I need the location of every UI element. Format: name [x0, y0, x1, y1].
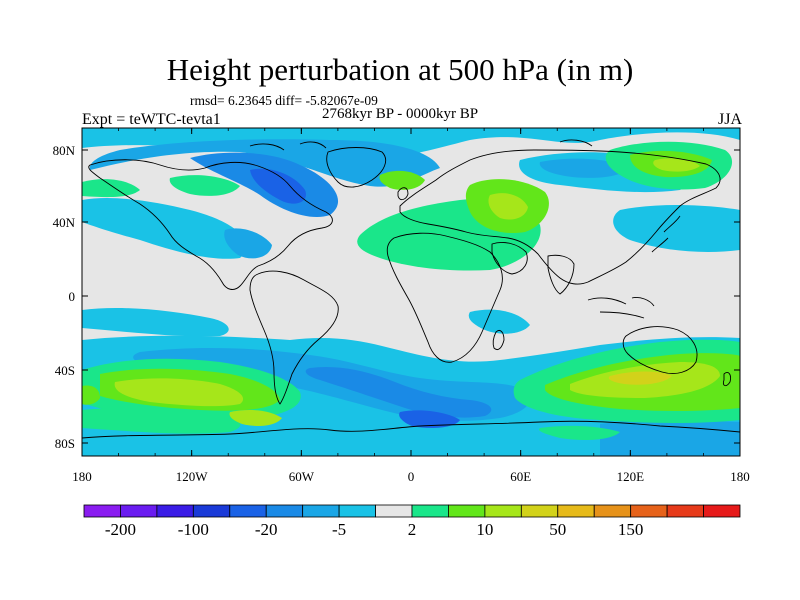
- colorbar-swatch: [666, 504, 704, 518]
- colorbar-label: 150: [618, 520, 644, 539]
- contour-region: [89, 139, 440, 187]
- colorbar-swatch: [557, 504, 595, 518]
- lon-label: 0: [408, 469, 415, 484]
- lat-label: 0: [69, 289, 76, 304]
- contour-region: [82, 198, 247, 259]
- coastline-greenland: [326, 147, 386, 188]
- coastline-africa: [386, 232, 503, 363]
- coastline-antarctica: [82, 420, 740, 439]
- contour-region: [613, 205, 740, 252]
- colorbar-swatch: [703, 504, 741, 518]
- colorbar-labels: -200 -100 -20 -5 2 10 50 150: [105, 520, 644, 539]
- contour-region: [82, 385, 100, 405]
- contour-region: [539, 425, 620, 440]
- colorbar-label: -5: [332, 520, 346, 539]
- colorbar-label: 10: [476, 520, 493, 539]
- lon-label: 120W: [176, 469, 209, 484]
- coastline-japan: [651, 215, 681, 253]
- coastline-indonesia: [587, 297, 655, 319]
- experiment-label: Expt = teWTC-tevta1: [82, 111, 221, 128]
- contour-region: [305, 366, 492, 418]
- coastline-british-isles: [397, 187, 409, 201]
- contour-region: [488, 193, 528, 220]
- colorbar-label: 50: [549, 520, 566, 539]
- contour-region: [169, 175, 240, 196]
- lat-label: 80S: [55, 436, 75, 451]
- contour-region: [82, 128, 740, 162]
- colorbar-swatch: [338, 504, 376, 518]
- colorbar-swatch: [448, 504, 486, 518]
- colorbar-swatch: [192, 504, 231, 518]
- map-title: Height perturbation at 500 hPa (in m): [166, 52, 634, 87]
- colorbar-swatch: [302, 504, 340, 518]
- colorbar-label: -20: [255, 520, 278, 539]
- contour-region: [82, 179, 140, 198]
- axis-ticks: [81, 128, 741, 456]
- contour-region: [608, 371, 672, 385]
- colorbar-swatch: [593, 504, 632, 518]
- colorbar-swatch: [229, 504, 267, 518]
- period-label: 2768kyr BP - 0000kyr BP: [322, 106, 479, 122]
- coastline-madagascar: [492, 329, 505, 351]
- lon-label: 60W: [289, 469, 315, 484]
- lon-label: 120E: [617, 469, 645, 484]
- colorbar-swatch: [484, 504, 522, 518]
- lat-label: 80N: [53, 143, 76, 158]
- contour-region: [224, 228, 272, 259]
- colorbar-swatch: [630, 504, 668, 518]
- lat-label: 40S: [55, 363, 75, 378]
- contour-region: [399, 410, 460, 428]
- latitude-labels: 80N 40N 0 40S 80S: [53, 143, 76, 451]
- lon-label: 180: [72, 469, 92, 484]
- lon-label: 60E: [510, 469, 531, 484]
- colorbar-swatch: [411, 504, 449, 518]
- longitude-labels: 180 120W 60W 0 60E 120E 180: [72, 469, 750, 484]
- colorbar-swatch: [265, 504, 304, 518]
- coastline-eurasia: [399, 149, 721, 285]
- rmsd-diff-stats: rmsd= 6.23645 diff= -5.82067e-09: [190, 93, 378, 108]
- contour-region: [114, 378, 244, 407]
- contour-region: [82, 407, 241, 434]
- coastline-arctic-islands: [249, 139, 593, 151]
- colorbar: [83, 504, 741, 518]
- colorbar-swatch: [156, 504, 194, 518]
- lon-label: 180: [730, 469, 750, 484]
- coastline-south-america: [249, 270, 339, 405]
- colorbar-swatch: [83, 504, 121, 518]
- lat-label: 40N: [53, 215, 76, 230]
- coastline-australia: [622, 326, 698, 374]
- colorbar-swatch: [375, 504, 413, 518]
- contour-region: [600, 420, 740, 456]
- contour-region: [250, 168, 306, 204]
- coastlines: [82, 139, 740, 439]
- contour-region: [82, 307, 229, 337]
- contour-region: [229, 410, 282, 426]
- colorbar-swatch: [120, 504, 158, 518]
- coastline-new-zealand: [723, 371, 731, 387]
- coastline-north-america: [88, 159, 333, 290]
- contour-region: [653, 158, 700, 172]
- contour-field: [82, 128, 740, 456]
- coastline-india: [547, 254, 575, 295]
- colorbar-label: 2: [408, 520, 417, 539]
- contour-region: [379, 170, 425, 190]
- colorbar-label: -100: [178, 520, 209, 539]
- colorbar-label: -200: [105, 520, 136, 539]
- coastline-arabia: [491, 241, 528, 275]
- colorbar-swatch: [520, 504, 559, 518]
- season-label: JJA: [717, 111, 742, 128]
